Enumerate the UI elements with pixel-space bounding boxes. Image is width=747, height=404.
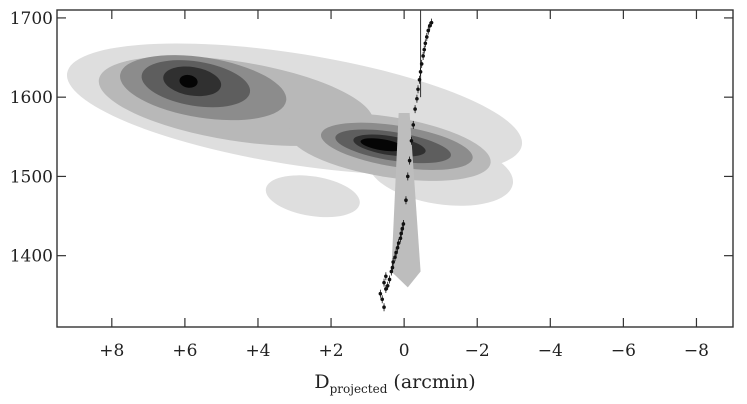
data-point-36 xyxy=(429,20,434,25)
y-tick-label-2: 1600 xyxy=(10,88,53,108)
contour-blob-6-1 xyxy=(360,138,404,152)
data-point-20 xyxy=(405,174,410,179)
data-point-26 xyxy=(416,87,420,92)
data-point-18 xyxy=(401,222,406,226)
x-tick-label-6: −4 xyxy=(538,341,563,361)
contour-blob-6-0 xyxy=(179,74,198,88)
data-point-25 xyxy=(415,96,419,101)
plot-area xyxy=(66,10,523,312)
contour-level-6 xyxy=(179,74,404,152)
data-point-2 xyxy=(378,291,383,296)
data-point-14 xyxy=(396,241,401,245)
data-point-21 xyxy=(407,158,412,163)
y-tick-label-0: 1400 xyxy=(10,247,53,267)
x-axis-label-sub: projected xyxy=(330,382,388,396)
data-point-24 xyxy=(413,107,417,111)
x-axis-label-main: D xyxy=(314,371,329,393)
data-point-5 xyxy=(382,280,386,285)
data-point-4 xyxy=(385,283,390,288)
y-tick-label-3: 1700 xyxy=(10,9,53,29)
data-point-31 xyxy=(422,47,427,52)
x-tick-label-5: −2 xyxy=(465,341,490,361)
data-point-3 xyxy=(384,287,388,291)
data-point-9 xyxy=(390,265,395,270)
y-axis: 1400 1500 1600 1700 xyxy=(10,9,733,267)
data-point-34 xyxy=(426,28,431,33)
data-point-0 xyxy=(382,305,386,309)
x-tick-label-8: −8 xyxy=(684,341,709,361)
data-point-19 xyxy=(404,198,408,202)
data-point-32 xyxy=(423,41,428,46)
data-point-6 xyxy=(387,277,392,282)
data-point-28 xyxy=(418,70,423,74)
data-point-22 xyxy=(409,138,414,143)
data-points xyxy=(378,18,434,312)
data-point-30 xyxy=(421,54,425,58)
data-point-12 xyxy=(394,250,398,255)
data-point-27 xyxy=(417,77,422,82)
data-point-1 xyxy=(380,297,385,302)
y-tick-label-1: 1500 xyxy=(10,167,53,187)
x-tick-label-3: +2 xyxy=(319,341,344,361)
data-point-7 xyxy=(384,274,388,279)
data-point-33 xyxy=(424,35,429,39)
x-axis-label: Dprojected (arcmin) xyxy=(314,371,475,396)
data-point-29 xyxy=(419,62,424,66)
x-axis-label-unit: (arcmin) xyxy=(387,371,475,393)
contour-blob-1-2 xyxy=(265,175,360,218)
x-tick-label-2: +4 xyxy=(245,341,270,361)
x-tick-label-4: 0 xyxy=(399,341,410,361)
x-tick-label-7: −6 xyxy=(611,341,636,361)
x-tick-label-1: +6 xyxy=(172,341,197,361)
data-point-35 xyxy=(427,24,432,28)
data-point-10 xyxy=(391,260,395,264)
data-point-23 xyxy=(411,123,416,127)
data-point-15 xyxy=(398,236,403,241)
x-tick-label-0: +8 xyxy=(99,341,124,361)
x-axis: +8 +6 +4 +2 0 −2 −4 −6 −8 xyxy=(99,10,709,361)
plot-frame xyxy=(56,9,734,328)
